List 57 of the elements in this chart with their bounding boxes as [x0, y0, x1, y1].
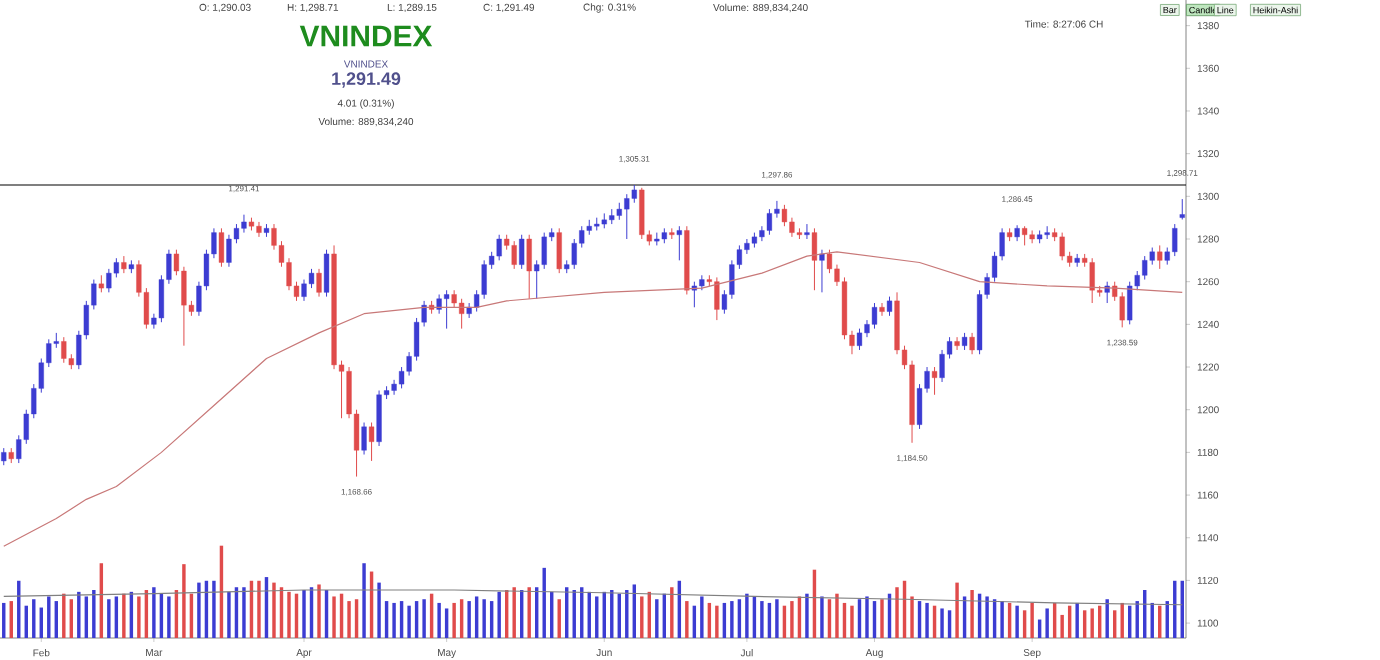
line-series	[3, 251, 1183, 547]
candlestick	[526, 234, 532, 300]
candlestick	[1044, 225, 1050, 240]
candlestick	[639, 187, 645, 240]
candlestick	[256, 221, 262, 238]
candlestick	[804, 223, 810, 240]
candlestick	[714, 276, 720, 321]
candlestick	[241, 214, 247, 234]
candlestick	[856, 328, 863, 351]
candlestick	[1179, 198, 1185, 220]
candlestick	[954, 336, 960, 351]
candlestick	[939, 349, 945, 383]
candlestick	[301, 279, 307, 302]
candlestick	[811, 227, 818, 291]
candlestick	[1142, 255, 1148, 281]
candlestick	[1172, 223, 1178, 257]
candlestick	[316, 268, 322, 298]
candlestick	[1029, 229, 1035, 244]
candlestick	[676, 225, 682, 261]
candlestick	[226, 234, 232, 268]
candlestick	[121, 255, 127, 274]
candlestick	[1127, 281, 1133, 325]
candlestick	[1059, 232, 1065, 261]
candlestick	[106, 268, 112, 293]
candlestick	[323, 249, 330, 298]
candlestick	[871, 302, 878, 330]
candlestick	[571, 238, 577, 270]
candlestick	[624, 193, 630, 240]
candlestick	[436, 293, 442, 315]
candlestick	[879, 302, 885, 317]
candlestick	[1089, 257, 1095, 304]
candlestick	[218, 227, 225, 268]
candlestick	[1119, 291, 1125, 328]
candlestick	[368, 422, 375, 462]
candlestick	[391, 379, 397, 396]
candlestick	[481, 259, 487, 300]
candlestick	[556, 227, 562, 274]
candlestick	[1157, 244, 1163, 270]
candlestick	[361, 422, 367, 456]
candlestick	[969, 332, 975, 355]
candlestick	[496, 234, 502, 261]
candlestick	[444, 289, 450, 330]
candlestick	[459, 298, 465, 330]
annotation: 1,291.49	[332, 72, 401, 88]
candlestick	[376, 390, 382, 447]
candlestick	[931, 366, 938, 396]
candlestick	[819, 249, 825, 293]
candlestick	[886, 296, 893, 317]
candlestick	[541, 232, 547, 270]
candlestick	[519, 234, 525, 270]
candlestick	[781, 204, 788, 227]
candlestick	[511, 240, 517, 270]
candlestick	[466, 302, 472, 319]
candlestick	[61, 336, 67, 364]
candlestick	[766, 208, 772, 236]
candlestick	[1022, 225, 1028, 246]
text: VNINDEX	[299, 25, 433, 47]
